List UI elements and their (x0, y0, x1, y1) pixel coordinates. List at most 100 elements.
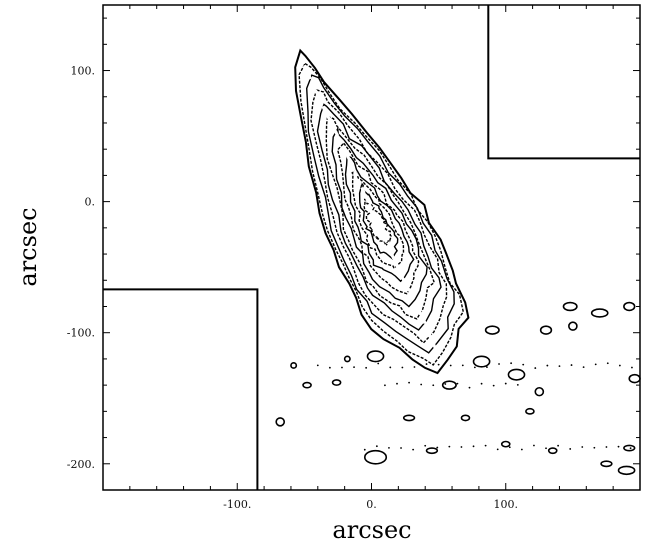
faint-contour-dot (593, 446, 596, 449)
emission-patch (539, 325, 553, 335)
emission-patch (363, 449, 388, 465)
faint-contour-dot (449, 364, 452, 367)
faint-contour-dot (486, 366, 488, 369)
emission-patches (275, 301, 641, 476)
faint-contour-dot (384, 384, 386, 387)
emission-contour (298, 62, 465, 366)
emission-contour (316, 103, 442, 331)
field-boundary-line (487, 5, 640, 160)
faint-contour-dot (377, 362, 380, 365)
emission-contour (331, 126, 428, 308)
emission-contour (310, 89, 448, 344)
faint-contour-dot (618, 364, 621, 367)
faint-contour-dot (420, 383, 423, 386)
emission-patch (441, 380, 457, 390)
faint-contour-dot (388, 447, 390, 449)
emission-patch (600, 460, 613, 468)
faint-contour-dot (522, 363, 525, 366)
faint-contour-dot (363, 448, 366, 451)
faint-contour-dot (328, 366, 331, 369)
emission-contour (325, 115, 436, 320)
y-tick-label: 100. (71, 65, 96, 78)
faint-contour-dot (631, 366, 633, 369)
faint-contour-dot (365, 366, 368, 369)
emission-patch (290, 362, 298, 369)
faint-contour-dot (594, 363, 597, 366)
faint-contour-dot (498, 363, 500, 365)
faint-contour-dot (605, 446, 608, 448)
faint-contour-dot (375, 445, 378, 448)
faint-contour-dot (432, 384, 435, 387)
faint-contour-dot (460, 446, 463, 448)
faint-contour-dot (520, 448, 523, 451)
emission-contour (294, 48, 470, 375)
y-tick-label: -100. (67, 327, 95, 340)
emission-contour (336, 142, 420, 295)
faint-contour-dot (606, 362, 609, 365)
faint-contour-dot (396, 382, 398, 385)
faint-contour-dot (472, 445, 475, 448)
emission-patch (628, 373, 641, 384)
emission-contour (305, 74, 455, 354)
y-tick-label: 0. (85, 196, 96, 209)
emission-patch (547, 447, 558, 455)
faint-contour-dot (569, 448, 572, 450)
emission-patch (617, 465, 636, 476)
tick-marks (102, 5, 641, 491)
emission-patch (623, 301, 636, 312)
faint-contour-dot (408, 381, 410, 384)
faint-contour-dot (582, 366, 585, 368)
emission-contour (358, 182, 399, 260)
faint-contour-dot (400, 447, 402, 449)
faint-contour-dot (456, 382, 459, 385)
faint-contour-dot (581, 446, 584, 448)
faint-contour-dot (629, 447, 632, 450)
faint-contour-dot (496, 448, 499, 451)
faint-contour-dot (492, 384, 495, 387)
emission-patch (590, 308, 609, 318)
emission-patch (562, 301, 578, 312)
faint-contour-dot (389, 366, 392, 369)
emission-patch (472, 355, 491, 368)
faint-contour-dot (504, 382, 507, 385)
emission-patch (534, 386, 545, 397)
faint-contour-dot (570, 364, 573, 366)
faint-contour-dot (461, 364, 464, 367)
faint-contour-dot (341, 366, 343, 369)
emission-patch (525, 407, 535, 415)
x-tick-labels: -100. 0. 100. (223, 498, 518, 511)
faint-contour-dot (424, 444, 427, 447)
faint-contour-dot (473, 366, 476, 369)
faint-contour-dot (534, 367, 537, 369)
faint-contour-dot (546, 364, 549, 367)
emission-contour (344, 155, 415, 283)
faint-contour-dot (617, 445, 620, 448)
faint-contour-dot (510, 362, 513, 365)
emission-patch (275, 417, 286, 427)
faint-contour-dot (508, 446, 511, 449)
faint-contour-dot (516, 383, 519, 386)
faint-contour-dot (413, 366, 416, 368)
emission-ridge (303, 64, 440, 357)
faint-contour-dot (353, 366, 355, 369)
emission-patch (623, 444, 636, 452)
faint-contour-dot (533, 444, 535, 447)
field-boundary-line (103, 288, 259, 490)
faint-contour-dot (436, 446, 439, 449)
emission-patch (402, 414, 416, 422)
x-tick-label: -100. (223, 498, 251, 511)
x-tick-label: 0. (366, 498, 377, 511)
emission-patch (507, 368, 526, 381)
emission-patch (568, 321, 578, 331)
faint-contour-dot (437, 363, 440, 366)
x-tick-label: 100. (494, 498, 519, 511)
faint-contour-dot (484, 444, 487, 447)
faint-contour-dot (412, 448, 415, 451)
emission-patch (343, 355, 351, 363)
faint-contour-dot (557, 444, 560, 447)
faint-contour-dot (480, 382, 483, 385)
emission-contour (363, 198, 393, 248)
y-tick-labels: 100. 0. -100. -200. (67, 65, 95, 471)
faint-contour-dot (448, 445, 451, 448)
